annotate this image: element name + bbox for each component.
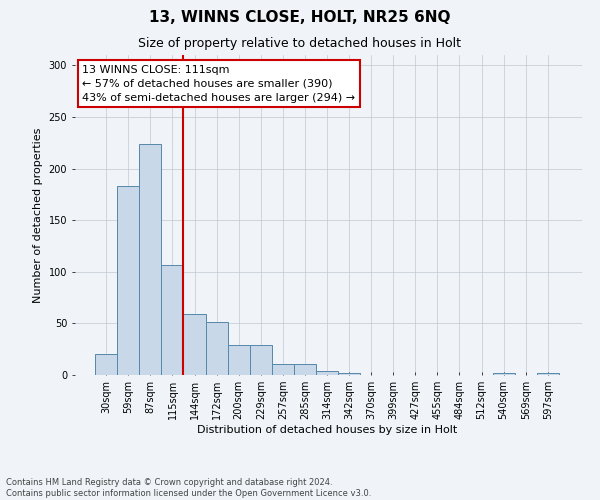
Bar	[139, 144, 161, 375]
Bar	[294, 364, 316, 375]
Bar	[493, 373, 515, 375]
Bar	[184, 314, 206, 375]
Bar	[537, 373, 559, 375]
Bar	[338, 373, 360, 375]
Bar	[272, 364, 294, 375]
Text: Size of property relative to detached houses in Holt: Size of property relative to detached ho…	[139, 38, 461, 51]
Y-axis label: Number of detached properties: Number of detached properties	[33, 128, 43, 302]
Text: 13, WINNS CLOSE, HOLT, NR25 6NQ: 13, WINNS CLOSE, HOLT, NR25 6NQ	[149, 10, 451, 25]
Bar	[161, 264, 184, 375]
Bar	[117, 186, 139, 375]
Bar	[250, 345, 272, 375]
Text: 13 WINNS CLOSE: 111sqm
← 57% of detached houses are smaller (390)
43% of semi-de: 13 WINNS CLOSE: 111sqm ← 57% of detached…	[82, 64, 355, 102]
X-axis label: Distribution of detached houses by size in Holt: Distribution of detached houses by size …	[197, 425, 457, 435]
Text: Contains HM Land Registry data © Crown copyright and database right 2024.
Contai: Contains HM Land Registry data © Crown c…	[6, 478, 371, 498]
Bar	[206, 322, 227, 375]
Bar	[95, 354, 117, 375]
Bar	[316, 371, 338, 375]
Bar	[227, 345, 250, 375]
